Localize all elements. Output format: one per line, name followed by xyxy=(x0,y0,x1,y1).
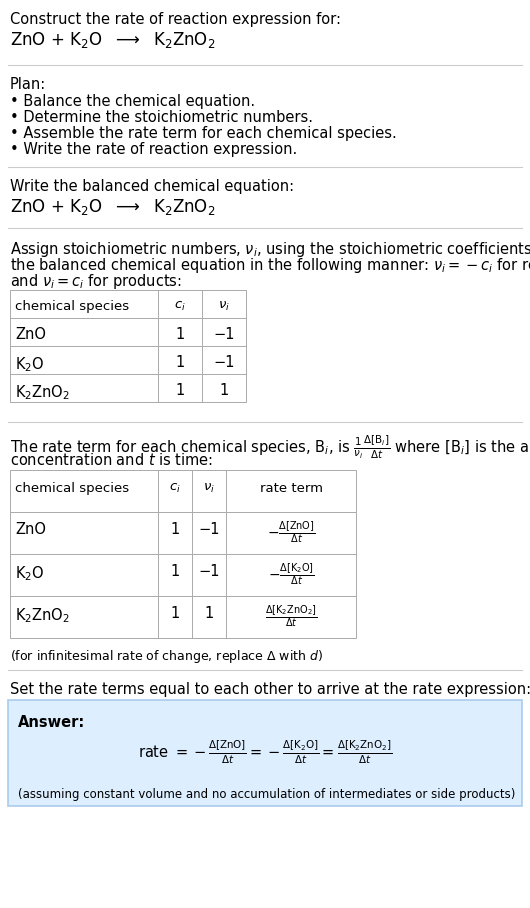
Text: Answer:: Answer: xyxy=(18,715,85,730)
Text: $c_i$: $c_i$ xyxy=(169,482,181,495)
Text: $-\frac{\Delta[\mathrm{K_2O}]}{\Delta t}$: $-\frac{\Delta[\mathrm{K_2O}]}{\Delta t}… xyxy=(268,561,314,587)
Text: Assign stoichiometric numbers, $\nu_i$, using the stoichiometric coefficients, $: Assign stoichiometric numbers, $\nu_i$, … xyxy=(10,240,530,259)
Text: ZnO: ZnO xyxy=(15,522,46,537)
Text: and $\nu_i = c_i$ for products:: and $\nu_i = c_i$ for products: xyxy=(10,272,182,291)
Text: −1: −1 xyxy=(198,522,220,537)
Text: 1: 1 xyxy=(175,327,184,342)
Text: chemical species: chemical species xyxy=(15,482,129,495)
Text: rate term: rate term xyxy=(260,482,322,495)
Text: 1: 1 xyxy=(205,606,214,621)
Text: −1: −1 xyxy=(213,327,235,342)
Bar xyxy=(8,700,522,806)
Text: K$_2$ZnO$_2$: K$_2$ZnO$_2$ xyxy=(15,606,70,625)
Text: ZnO: ZnO xyxy=(15,327,46,342)
Text: • Assemble the rate term for each chemical species.: • Assemble the rate term for each chemic… xyxy=(10,126,397,141)
Text: Set the rate terms equal to each other to arrive at the rate expression:: Set the rate terms equal to each other t… xyxy=(10,682,530,697)
Text: ZnO + K$_2$O  $\longrightarrow$  K$_2$ZnO$_2$: ZnO + K$_2$O $\longrightarrow$ K$_2$ZnO$… xyxy=(10,197,216,217)
Bar xyxy=(10,290,246,402)
Text: $c_i$: $c_i$ xyxy=(174,300,186,313)
Text: The rate term for each chemical species, B$_i$, is $\frac{1}{\nu_i}\frac{\Delta[: The rate term for each chemical species,… xyxy=(10,434,530,461)
Text: 1: 1 xyxy=(175,355,184,370)
Text: 1: 1 xyxy=(170,564,180,579)
Text: the balanced chemical equation in the following manner: $\nu_i = -c_i$ for react: the balanced chemical equation in the fo… xyxy=(10,256,530,275)
Bar xyxy=(10,470,356,638)
Text: chemical species: chemical species xyxy=(15,300,129,313)
Text: • Balance the chemical equation.: • Balance the chemical equation. xyxy=(10,94,255,109)
Text: −1: −1 xyxy=(213,355,235,370)
Text: K$_2$O: K$_2$O xyxy=(15,564,45,583)
Text: • Determine the stoichiometric numbers.: • Determine the stoichiometric numbers. xyxy=(10,110,313,125)
Text: 1: 1 xyxy=(175,383,184,398)
Text: Construct the rate of reaction expression for:: Construct the rate of reaction expressio… xyxy=(10,12,341,27)
Text: K$_2$O: K$_2$O xyxy=(15,355,45,374)
Text: $\nu_i$: $\nu_i$ xyxy=(218,300,230,313)
Text: 1: 1 xyxy=(170,606,180,621)
Text: $\frac{\Delta[\mathrm{K_2ZnO_2}]}{\Delta t}$: $\frac{\Delta[\mathrm{K_2ZnO_2}]}{\Delta… xyxy=(265,603,317,629)
Text: Plan:: Plan: xyxy=(10,77,46,92)
Text: (assuming constant volume and no accumulation of intermediates or side products): (assuming constant volume and no accumul… xyxy=(18,788,515,801)
Text: $\nu_i$: $\nu_i$ xyxy=(203,482,215,495)
Text: ZnO + K$_2$O  $\longrightarrow$  K$_2$ZnO$_2$: ZnO + K$_2$O $\longrightarrow$ K$_2$ZnO$… xyxy=(10,30,216,50)
Text: $-\frac{\Delta[\mathrm{ZnO}]}{\Delta t}$: $-\frac{\Delta[\mathrm{ZnO}]}{\Delta t}$ xyxy=(267,519,315,545)
Text: concentration and $t$ is time:: concentration and $t$ is time: xyxy=(10,452,213,468)
Text: 1: 1 xyxy=(170,522,180,537)
Text: K$_2$ZnO$_2$: K$_2$ZnO$_2$ xyxy=(15,383,70,401)
Text: −1: −1 xyxy=(198,564,220,579)
Text: (for infinitesimal rate of change, replace Δ with $d$): (for infinitesimal rate of change, repla… xyxy=(10,648,323,665)
Text: • Write the rate of reaction expression.: • Write the rate of reaction expression. xyxy=(10,142,297,157)
Text: Write the balanced chemical equation:: Write the balanced chemical equation: xyxy=(10,179,294,194)
Text: rate $= -\frac{\Delta[\mathrm{ZnO}]}{\Delta t} = -\frac{\Delta[\mathrm{K_2O}]}{\: rate $= -\frac{\Delta[\mathrm{ZnO}]}{\De… xyxy=(138,738,392,765)
Text: 1: 1 xyxy=(219,383,228,398)
